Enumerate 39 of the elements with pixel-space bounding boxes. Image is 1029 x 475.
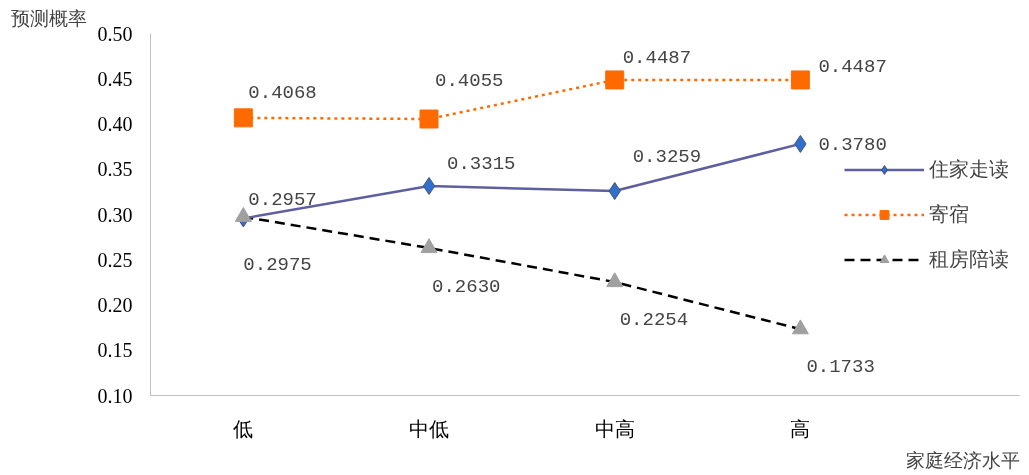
- y-tick-label: 0.40: [97, 113, 133, 135]
- data-label: 0.4487: [818, 55, 887, 78]
- legend-label: 租房陪读: [929, 246, 1009, 272]
- data-label: 0.4055: [435, 70, 504, 93]
- y-tick-label: 0.30: [97, 203, 133, 226]
- y-tick-label: 0.10: [97, 384, 133, 407]
- y-tick-label: 0.45: [97, 67, 133, 90]
- data-label: 0.4068: [248, 81, 317, 104]
- legend-label: 住家走读: [929, 156, 1009, 182]
- data-label: 0.1733: [806, 356, 875, 379]
- y-tick-label: 0.50: [97, 22, 133, 45]
- y-tick-label: 0.25: [97, 248, 133, 271]
- point: [234, 207, 252, 222]
- x-tick-label: 中低: [409, 417, 450, 440]
- point: [422, 176, 436, 195]
- data-label: 0.3259: [632, 146, 702, 169]
- data-label: 0.2254: [619, 309, 689, 332]
- point: [419, 109, 439, 129]
- point: [420, 238, 438, 254]
- point: [605, 70, 625, 90]
- x-tick-label: 高: [790, 417, 811, 440]
- point: [606, 272, 624, 288]
- point: [791, 319, 809, 335]
- y-tick-label: 0.20: [97, 294, 133, 316]
- y-axis-title: 预测概率: [10, 7, 87, 29]
- data-label: 0.4487: [622, 46, 692, 69]
- data-label: 0.2975: [243, 253, 312, 276]
- x-tick-label: 中高: [594, 417, 635, 440]
- data-label: 0.2957: [248, 189, 317, 212]
- x-axis-title: 家庭经济水平: [905, 449, 1020, 471]
- y-tick-label: 0.35: [97, 158, 133, 181]
- y-tick-label: 0.15: [97, 339, 133, 362]
- legend-label: 寄宿: [929, 201, 969, 227]
- data-label: 0.3315: [447, 152, 516, 175]
- data-label: 0.3780: [818, 133, 887, 156]
- data-label: 0.2630: [432, 275, 501, 298]
- x-tick-label: 低: [233, 417, 254, 440]
- point: [790, 70, 810, 90]
- point: [233, 108, 253, 128]
